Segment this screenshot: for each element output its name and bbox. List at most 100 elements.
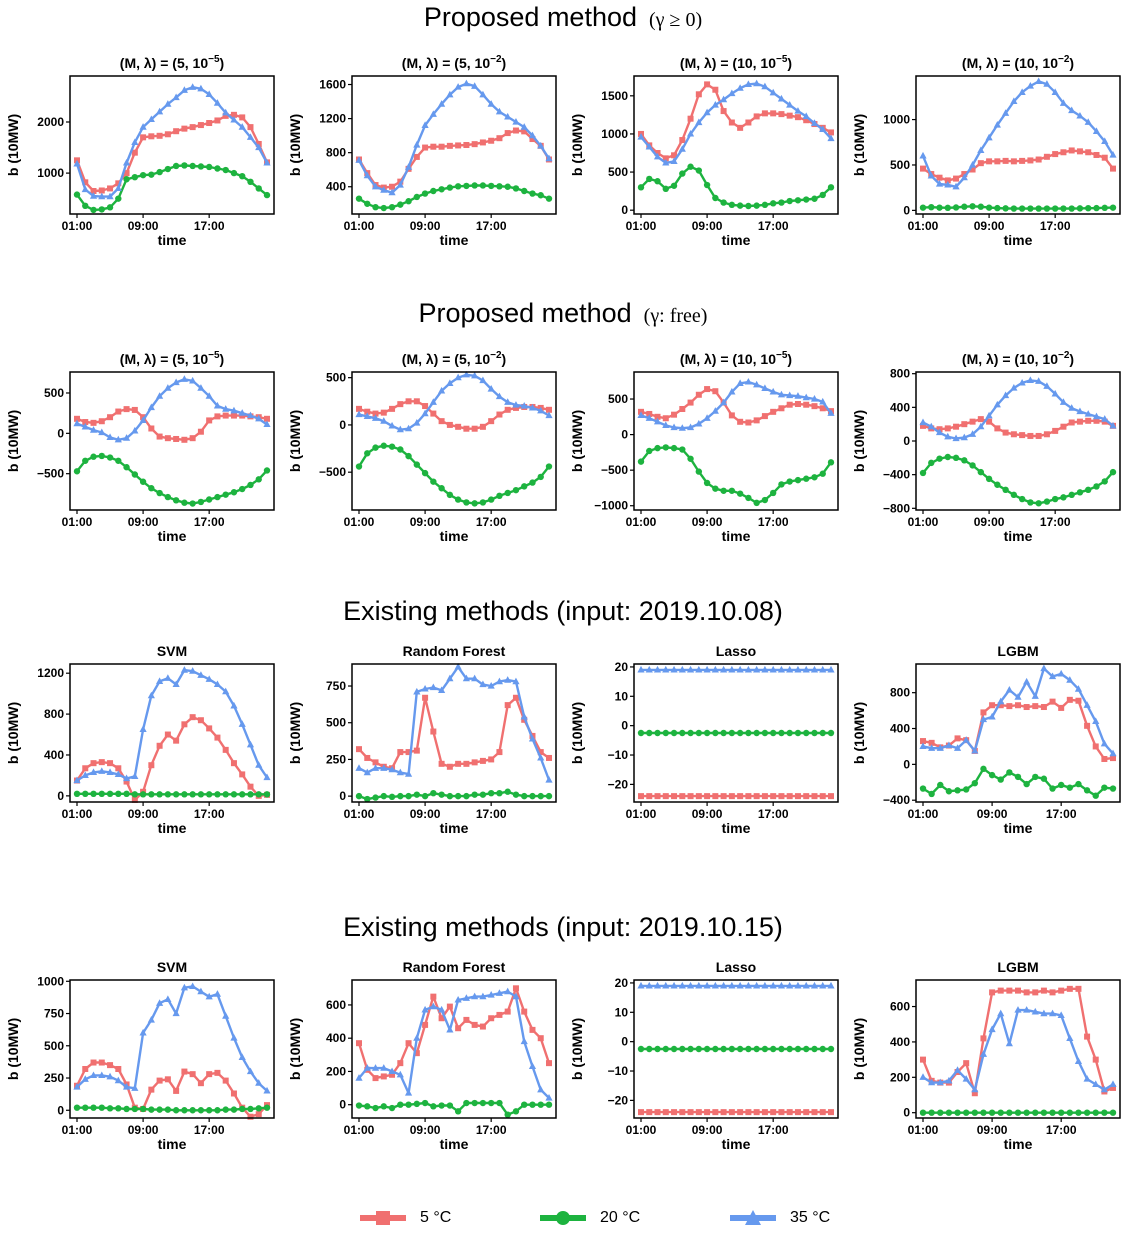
- point: [1023, 704, 1030, 711]
- point: [670, 665, 678, 673]
- point: [646, 729, 653, 737]
- point: [147, 403, 155, 411]
- point: [148, 485, 155, 492]
- point: [1052, 151, 1059, 158]
- point: [189, 714, 196, 721]
- point: [971, 1090, 978, 1097]
- point: [139, 123, 147, 130]
- point: [213, 990, 222, 997]
- point: [471, 791, 478, 798]
- y-tick-label: 0: [57, 1103, 64, 1117]
- point: [446, 90, 454, 98]
- point: [977, 468, 985, 476]
- point: [654, 413, 661, 420]
- point: [238, 123, 246, 130]
- point: [115, 1105, 122, 1112]
- point: [794, 665, 802, 673]
- point: [264, 415, 270, 422]
- point: [997, 702, 1004, 709]
- point: [214, 1069, 221, 1076]
- point: [945, 1076, 953, 1084]
- point: [811, 195, 818, 202]
- x-tick-label: 17:00: [476, 1123, 507, 1137]
- point: [679, 137, 686, 144]
- point: [90, 790, 97, 798]
- section-title-2: Proposed method (γ: free): [0, 298, 1126, 329]
- series-20c-line: [357, 444, 550, 505]
- point: [421, 190, 429, 197]
- point: [745, 729, 752, 737]
- point: [156, 107, 164, 115]
- point: [1092, 717, 1100, 724]
- point: [1068, 205, 1075, 212]
- point: [495, 989, 504, 996]
- point: [753, 417, 760, 424]
- point: [687, 793, 694, 800]
- point: [979, 715, 988, 723]
- point: [1101, 137, 1109, 144]
- point: [920, 165, 926, 172]
- point: [114, 184, 122, 192]
- point: [537, 406, 545, 414]
- point: [953, 175, 960, 182]
- point: [404, 424, 413, 432]
- point: [1060, 149, 1067, 156]
- point: [778, 481, 785, 488]
- point: [1005, 685, 1013, 693]
- series-35c-line: [922, 667, 1114, 755]
- point: [736, 665, 744, 673]
- point: [994, 425, 1001, 432]
- point: [222, 412, 229, 419]
- point: [662, 1045, 669, 1053]
- point: [89, 1071, 98, 1079]
- point: [81, 1075, 89, 1082]
- point: [1057, 1109, 1065, 1116]
- point: [1023, 1006, 1031, 1013]
- point: [794, 392, 802, 399]
- point: [73, 1083, 81, 1090]
- point: [197, 163, 205, 170]
- point: [662, 155, 669, 162]
- point: [537, 1085, 545, 1093]
- point: [405, 198, 412, 205]
- point: [479, 182, 487, 189]
- point: [512, 992, 520, 1000]
- point: [205, 392, 213, 399]
- point: [106, 454, 114, 461]
- point: [89, 192, 98, 199]
- point: [1075, 985, 1082, 992]
- point: [969, 462, 976, 469]
- x-tick-label: 01:00: [344, 515, 375, 529]
- point: [720, 665, 728, 673]
- point: [230, 111, 237, 118]
- point: [463, 1099, 470, 1107]
- point: [827, 134, 835, 142]
- point: [819, 191, 826, 199]
- point: [371, 414, 380, 421]
- plot-frame: [351, 663, 557, 803]
- point: [1018, 495, 1026, 503]
- y-tick-label: 0: [621, 203, 628, 217]
- point: [537, 473, 544, 481]
- y-axis-label: b (10MW): [851, 1018, 867, 1080]
- point: [695, 1045, 703, 1053]
- point: [454, 373, 462, 381]
- point: [1059, 398, 1068, 405]
- point: [737, 418, 744, 425]
- point: [263, 1086, 271, 1094]
- point: [487, 496, 495, 503]
- point: [919, 204, 927, 211]
- point: [205, 791, 213, 798]
- point: [678, 981, 686, 989]
- point: [246, 133, 255, 140]
- point: [90, 1104, 97, 1111]
- point: [1068, 404, 1076, 411]
- point: [753, 380, 761, 388]
- point: [695, 793, 702, 800]
- point: [803, 196, 810, 203]
- point: [1040, 1009, 1048, 1017]
- point: [172, 680, 180, 688]
- plot-frame: [351, 371, 557, 511]
- point: [1002, 486, 1009, 494]
- point: [695, 91, 702, 98]
